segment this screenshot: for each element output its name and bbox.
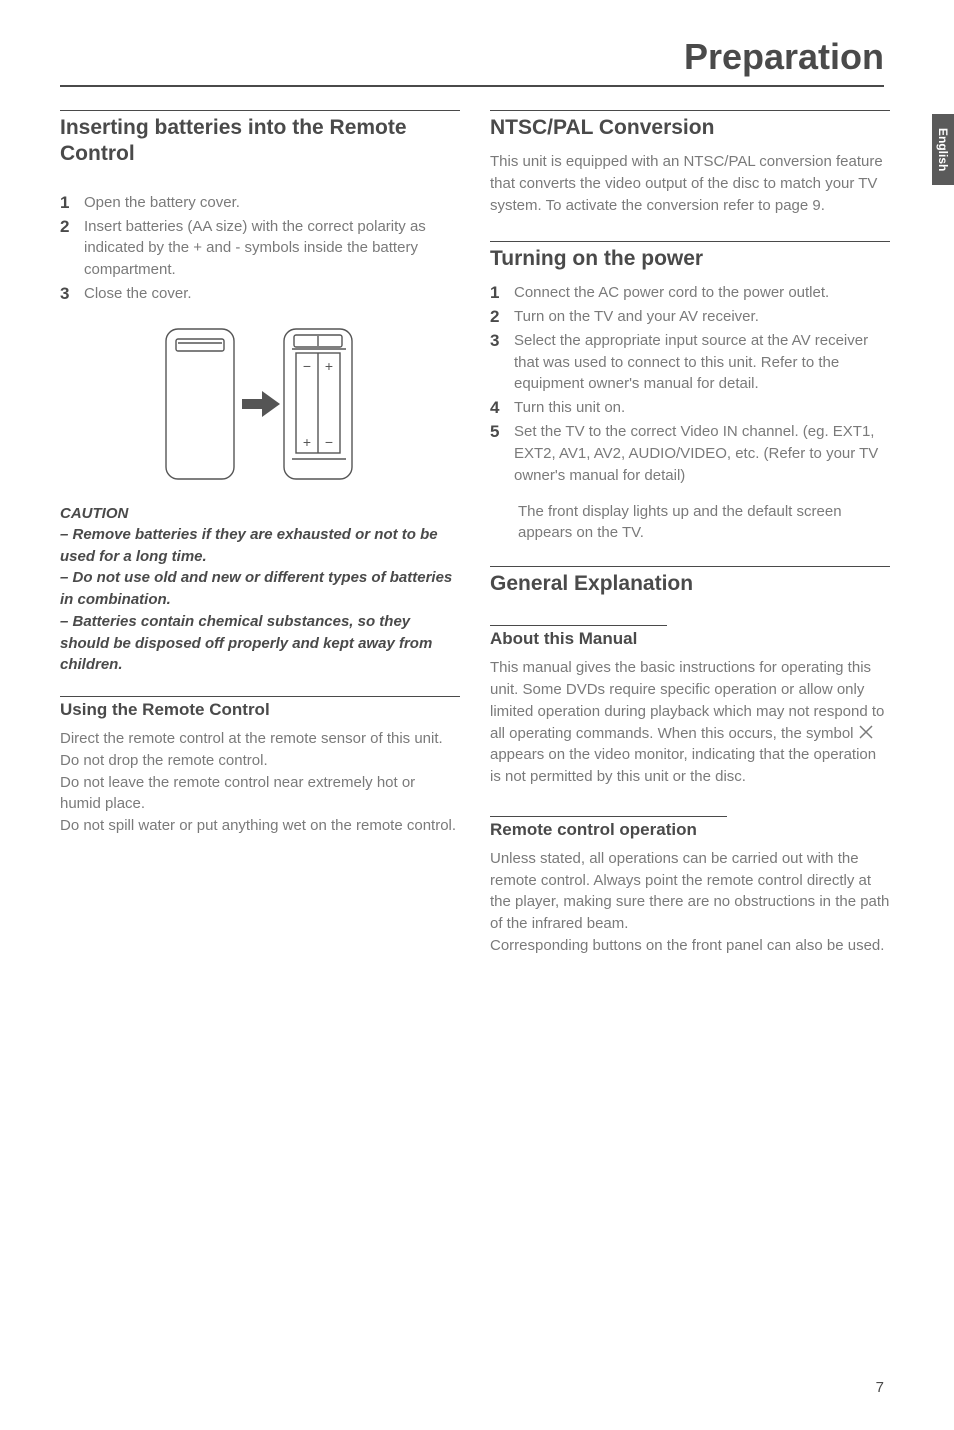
body-text: Do not drop the remote control.: [60, 750, 460, 772]
step-text: Select the appropriate input source at t…: [514, 330, 890, 395]
step-number: 5: [490, 421, 514, 443]
section-ntsc-pal: NTSC/PAL Conversion: [490, 110, 890, 141]
subsection-using-remote: Using the Remote Control: [60, 696, 460, 720]
step-text: Insert batteries (AA size) with the corr…: [84, 216, 460, 281]
step-number: 1: [490, 282, 514, 304]
list-item: 3 Select the appropriate input source at…: [490, 330, 890, 395]
body-text: Unless stated, all operations can be car…: [490, 848, 890, 935]
section-general-explanation: General Explanation: [490, 566, 890, 597]
step-text: Set the TV to the correct Video IN chann…: [514, 421, 890, 486]
body-text: Direct the remote control at the remote …: [60, 728, 460, 750]
step-number: 2: [490, 306, 514, 328]
page-title: Preparation: [684, 36, 884, 78]
body-text: Corresponding buttons on the front panel…: [490, 935, 890, 957]
list-item: 5 Set the TV to the correct Video IN cha…: [490, 421, 890, 486]
list-item: 1 Open the battery cover.: [60, 192, 460, 214]
caution-item: – Remove batteries if they are exhausted…: [60, 524, 460, 568]
list-item: 1 Connect the AC power cord to the power…: [490, 282, 890, 304]
svg-text:+: +: [303, 434, 311, 450]
body-text: Do not leave the remote control near ext…: [60, 772, 460, 816]
caution-item: – Batteries contain chemical substances,…: [60, 611, 460, 676]
step-number: 3: [490, 330, 514, 352]
body-span: This manual gives the basic instructions…: [490, 659, 884, 741]
list-item: 2 Insert batteries (AA size) with the co…: [60, 216, 460, 281]
list-item: 3 Close the cover.: [60, 283, 460, 305]
caution-block: CAUTION – Remove batteries if they are e…: [60, 505, 460, 676]
step-note: The front display lights up and the defa…: [490, 501, 890, 545]
caution-item: – Do not use old and new or different ty…: [60, 567, 460, 611]
svg-text:+: +: [325, 358, 333, 374]
page-number: 7: [876, 1379, 884, 1396]
step-number: 3: [60, 283, 84, 305]
step-text: Turn this unit on.: [514, 397, 890, 419]
body-text: This manual gives the basic instructions…: [490, 657, 890, 788]
step-list-power: 1 Connect the AC power cord to the power…: [490, 282, 890, 487]
step-text: Open the battery cover.: [84, 192, 460, 214]
list-item: 2 Turn on the TV and your AV receiver.: [490, 306, 890, 328]
step-number: 2: [60, 216, 84, 238]
list-item: 4 Turn this unit on.: [490, 397, 890, 419]
subsection-remote-operation: Remote control operation: [490, 816, 727, 840]
section-turning-on: Turning on the power: [490, 241, 890, 272]
step-text: Close the cover.: [84, 283, 460, 305]
not-allowed-icon: [858, 724, 874, 740]
step-text: Turn on the TV and your AV receiver.: [514, 306, 890, 328]
right-column: NTSC/PAL Conversion This unit is equippe…: [490, 110, 890, 967]
svg-text:−: −: [325, 434, 333, 450]
remote-battery-figure: − + + −: [150, 319, 370, 489]
step-list-batteries: 1 Open the battery cover. 2 Insert batte…: [60, 192, 460, 305]
body-text: This unit is equipped with an NTSC/PAL c…: [490, 151, 890, 216]
step-number: 1: [60, 192, 84, 214]
body-text: Do not spill water or put anything wet o…: [60, 815, 460, 837]
step-number: 4: [490, 397, 514, 419]
section-insert-batteries: Inserting batteries into the Remote Cont…: [60, 110, 460, 168]
title-rule: [60, 85, 884, 87]
language-tab: English: [932, 114, 954, 185]
subsection-about-manual: About this Manual: [490, 625, 667, 649]
caution-title: CAUTION: [60, 505, 460, 522]
left-column: Inserting batteries into the Remote Cont…: [60, 110, 460, 837]
body-span: appears on the video monitor, indicating…: [490, 746, 876, 785]
svg-text:−: −: [303, 358, 311, 374]
step-text: Connect the AC power cord to the power o…: [514, 282, 890, 304]
